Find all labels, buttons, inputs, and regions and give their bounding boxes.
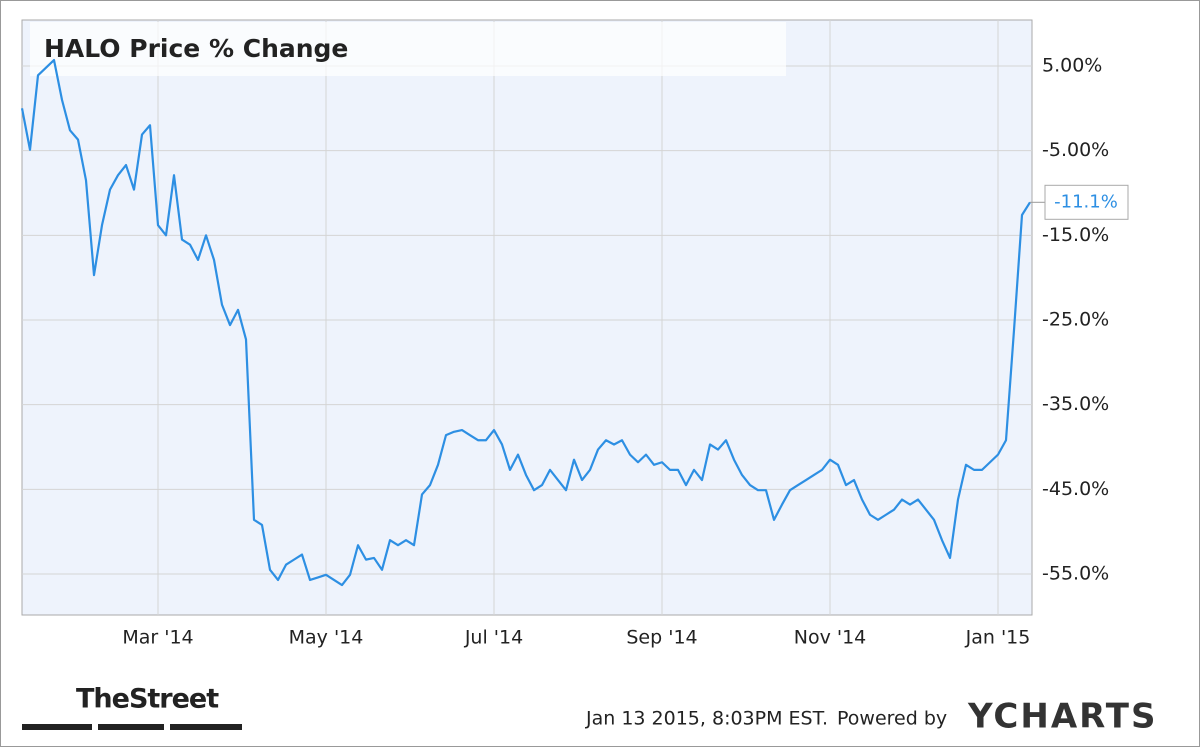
- timestamp: Jan 13 2015, 8:03PM EST.: [585, 708, 828, 730]
- logo-bar: [170, 724, 242, 730]
- source-logo: TheStreet: [76, 684, 219, 715]
- end-label-box: [1044, 184, 1129, 220]
- y-tick-label: -35.0%: [1042, 393, 1109, 415]
- y-tick-label: -55.0%: [1042, 563, 1109, 585]
- end-label: -11.1%: [1054, 191, 1118, 212]
- price-line: [20, 58, 1031, 587]
- y-tick-label: -5.00%: [1042, 139, 1109, 161]
- x-tick-label: Jan '15: [965, 627, 1031, 649]
- x-tick-label: Sep '14: [626, 627, 697, 649]
- y-tick-label: -45.0%: [1042, 478, 1109, 500]
- y-tick-label: 5.00%: [1042, 54, 1102, 76]
- brand: YCHARTS: [967, 697, 1157, 737]
- y-tick-label: -25.0%: [1042, 308, 1109, 330]
- x-tick-label: Nov '14: [794, 627, 867, 649]
- x-tick-label: Jul '14: [464, 627, 523, 649]
- x-tick-label: May '14: [289, 627, 364, 649]
- logo-bar: [22, 724, 92, 730]
- x-tick-label: Mar '14: [122, 627, 193, 649]
- y-tick-label: -15.0%: [1042, 224, 1109, 246]
- chart-title: HALO Price % Change: [44, 34, 348, 63]
- title-box: [30, 22, 786, 76]
- logo-bar: [98, 724, 164, 730]
- plot-area: [21, 19, 1033, 616]
- powered-by: Powered by: [837, 708, 947, 730]
